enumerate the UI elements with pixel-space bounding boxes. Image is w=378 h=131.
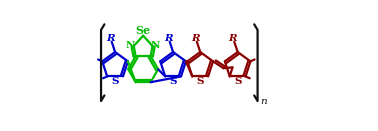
Text: R: R (228, 34, 237, 43)
Text: R: R (191, 34, 200, 43)
Text: R: R (106, 34, 115, 43)
Text: R: R (164, 34, 172, 43)
Text: S: S (234, 77, 242, 86)
Text: S: S (197, 77, 204, 86)
Text: N: N (126, 41, 136, 50)
Text: N: N (151, 41, 160, 50)
Text: S: S (112, 77, 119, 86)
Text: n: n (260, 97, 266, 106)
Text: Se: Se (136, 25, 151, 36)
Text: S: S (169, 77, 177, 86)
